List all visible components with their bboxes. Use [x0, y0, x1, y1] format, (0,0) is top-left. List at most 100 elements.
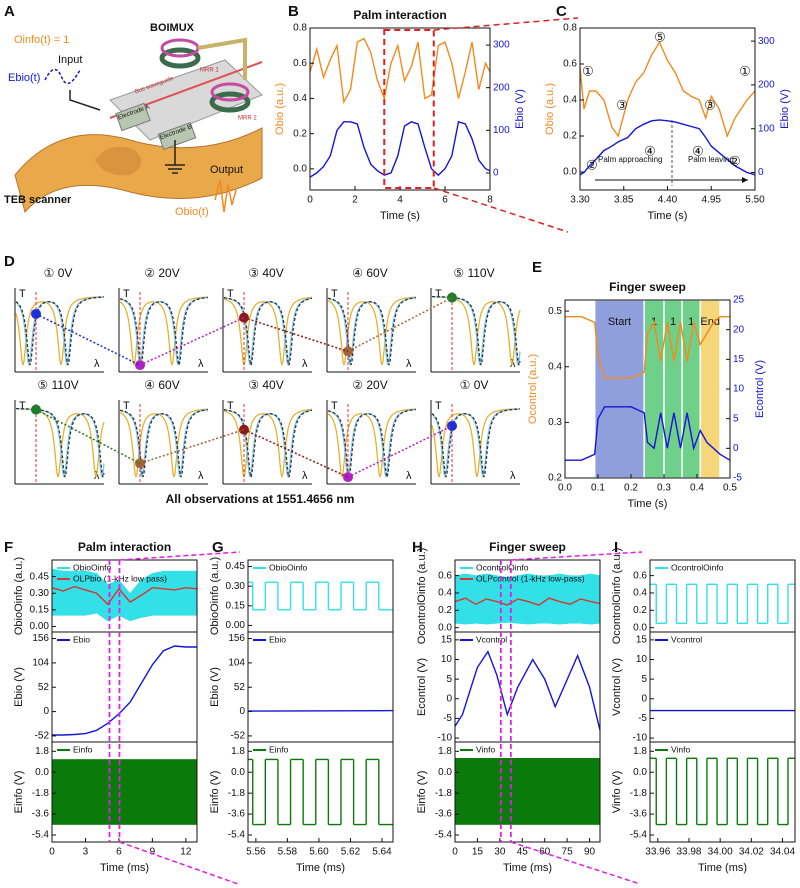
y-axis-label: Ocontrol (a.u.): [527, 354, 539, 424]
annotation: Palm approaching: [598, 155, 662, 164]
y-tick-label: 1.8: [231, 746, 245, 757]
x-tick-label: 33.96: [645, 847, 670, 858]
plot-frame: [51, 631, 198, 743]
y-tick-label: 15: [636, 634, 648, 645]
y2-axis-label: Ebio (V): [779, 89, 791, 129]
spectrum: [119, 409, 209, 478]
x-tick-label: 15: [472, 847, 484, 858]
y-tick-label: -1.8: [32, 788, 50, 799]
y-tick-label: 0.4: [293, 93, 307, 104]
y-axis-label: Econtrol (V): [416, 658, 428, 716]
mrr2-label: MRR 2: [238, 116, 257, 122]
ebio-label: Ebio(t): [8, 72, 40, 84]
legend-label: Vinfo: [476, 744, 495, 754]
panel-label: D: [4, 253, 15, 270]
y-tick-label: 0.2: [293, 128, 307, 139]
transition: [139, 428, 245, 465]
spectrum: [327, 296, 417, 366]
spectrum: [223, 297, 313, 366]
hand-print: [95, 146, 142, 176]
spectrum: [16, 407, 105, 478]
band-segment: [51, 759, 198, 825]
x-tick-label: 2: [352, 195, 358, 206]
y-tick-label: -3.6: [630, 809, 648, 820]
transition: [243, 428, 349, 478]
y-tick-label: -3.6: [32, 809, 50, 820]
state-marker: ②: [729, 153, 741, 168]
axis-lambda: λ: [510, 470, 516, 482]
y2-tick-label: 0: [733, 443, 739, 454]
y-tick-label: 0.6: [293, 58, 307, 69]
series-line: [454, 597, 601, 606]
spectrum: [327, 408, 417, 478]
y2-axis-label: Ebio (V): [514, 89, 526, 129]
electrode-a: [115, 102, 151, 132]
state-marker: ③: [616, 97, 628, 112]
x-tick-label: 4: [397, 195, 403, 206]
spectrum: [431, 408, 520, 478]
x-tick-label: 45: [517, 847, 529, 858]
state-marker: ②: [586, 157, 598, 172]
spectrum: [15, 296, 104, 366]
y-tick-label: 0.4: [548, 361, 562, 372]
x-tick-label: 5.58: [278, 847, 298, 858]
y-tick-label: 1.8: [35, 746, 49, 757]
x-tick-label: 0.5: [723, 483, 737, 494]
spectrum: [432, 295, 521, 366]
y2-tick-label: 15: [733, 354, 745, 365]
x-tick-label: 6: [442, 195, 448, 206]
x-tick-label: 33.98: [676, 847, 701, 858]
y-tick-label: 0.6: [563, 59, 577, 70]
y-tick-label: 0.45: [30, 571, 50, 582]
panel-label: H: [412, 539, 423, 556]
axis-t: T: [123, 400, 130, 412]
panel-label: A: [4, 3, 15, 20]
x-tick-label: 75: [562, 847, 574, 858]
axis-lambda: λ: [406, 470, 412, 482]
state-label: ② 20V: [144, 266, 179, 280]
axis-t: T: [435, 288, 442, 300]
state-marker: ④: [644, 143, 656, 158]
band-segment: [51, 568, 64, 616]
axis-lambda: λ: [94, 358, 100, 370]
chart-title: Finger sweep: [489, 540, 566, 554]
y-axis-label: Ebio (V): [13, 667, 25, 707]
y-tick-label: -5: [443, 713, 452, 724]
y2-tick-label: 20: [733, 324, 745, 335]
device-name: BOIMUX: [150, 22, 195, 34]
y-tick-label: -52: [35, 731, 50, 742]
y-tick-label: 0.2: [633, 605, 647, 616]
spectrum: [15, 296, 105, 366]
chart-title: Palm interaction: [78, 540, 171, 554]
band-segment: [454, 758, 601, 825]
x-tick-label: 34.00: [708, 847, 733, 858]
y2-tick-label: 200: [493, 82, 510, 93]
series-line: [565, 406, 731, 461]
y-tick-label: 0.8: [563, 23, 577, 34]
spectrum: [327, 297, 417, 366]
state-label: ① 0V: [44, 266, 73, 280]
panel-label: I: [614, 539, 618, 556]
chart-title: Finger sweep: [609, 280, 686, 294]
panel-label: E: [532, 259, 542, 276]
y2-tick-label: 100: [493, 125, 510, 136]
y-tick-label: 0: [239, 706, 245, 717]
spectrum: [432, 295, 521, 366]
x-tick-label: 0: [307, 195, 313, 206]
x-tick-label: 0.2: [624, 483, 638, 494]
y-tick-label: 52: [38, 682, 50, 693]
transition: [35, 313, 141, 366]
series-line: [579, 119, 756, 176]
y-tick-label: 0.4: [438, 588, 452, 599]
y-tick-label: 15: [441, 634, 453, 645]
series-line: [309, 37, 491, 105]
series-line: [565, 316, 730, 379]
x-tick-label: 0: [49, 847, 55, 858]
y-tick-label: 156: [32, 633, 49, 644]
series-line: [579, 40, 756, 139]
panel-label: F: [4, 539, 13, 556]
input-wire: [69, 90, 101, 111]
legend-label: OLPcontrol (1-kHz low-pass): [476, 573, 585, 583]
x-axis-label: Time (ms): [698, 862, 747, 874]
y2-tick-label: 300: [493, 40, 510, 51]
